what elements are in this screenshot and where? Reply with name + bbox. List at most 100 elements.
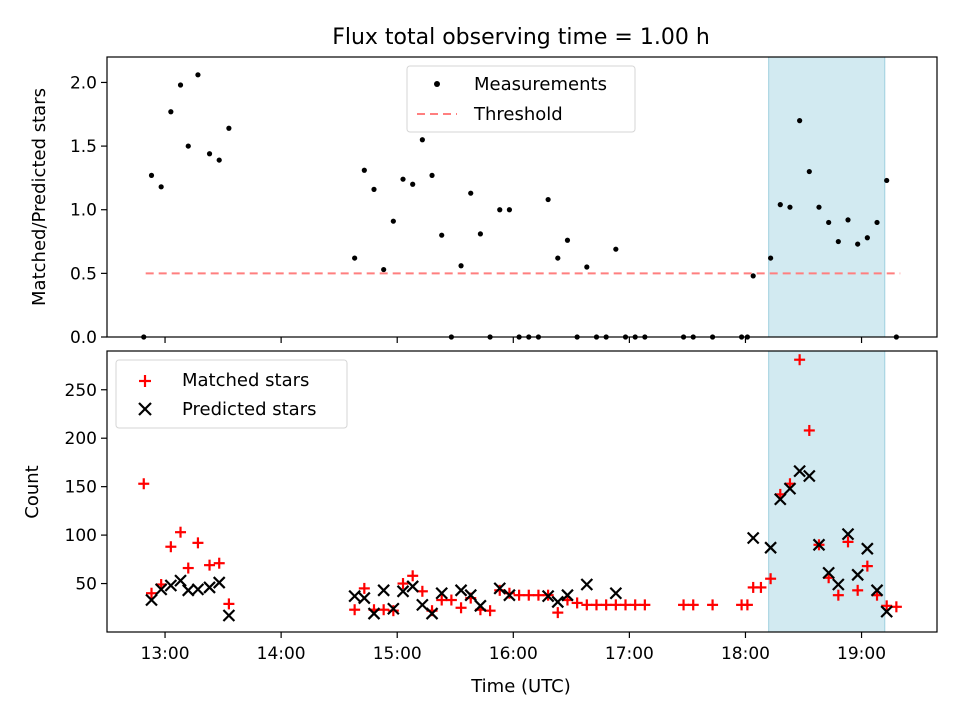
predicted-stars-point [191, 583, 205, 596]
top-legend-box [406, 65, 636, 133]
matched-stars-point [445, 594, 457, 606]
measurement-point [226, 125, 232, 131]
matched-stars-legend-label: Matched stars [182, 370, 309, 391]
matched-stars-point [620, 599, 632, 611]
measurement-point [826, 219, 832, 226]
predicted-stars-point [880, 605, 893, 618]
predicted-stars-point [561, 588, 574, 602]
predicted-stars-point [832, 578, 845, 591]
matched-stars-point [182, 562, 194, 574]
predicted-stars-point [387, 602, 400, 616]
measurement-point [477, 231, 484, 237]
predicted-stars-point [145, 593, 158, 607]
measurements-legend-label: Measurements [474, 74, 607, 95]
matched-stars-point [513, 589, 525, 601]
predicted-stars-point [154, 583, 168, 596]
measurement-point [797, 118, 803, 124]
measurement-point [410, 181, 416, 187]
predicted-stars-point [493, 582, 507, 595]
predicted-stars-point [861, 542, 874, 555]
top-axes-frame [106, 56, 938, 338]
predicted-stars-point [203, 581, 216, 594]
predicted-stars-point [454, 584, 468, 597]
matched-stars-point [842, 536, 854, 548]
matched-stars-point [455, 602, 467, 614]
bottom-panel: 13:00 14:00 15:00 16:00 17:00 18:00 19:00 50 10… [22, 350, 938, 697]
predicted-stars-point [222, 609, 236, 622]
predicted-stars-point [464, 588, 478, 602]
matched-stars-points [138, 354, 902, 619]
predicted-stars-point [541, 589, 555, 603]
predicted-stars-legend-marker [138, 402, 152, 416]
measurement-point [864, 235, 870, 241]
measurement-point [439, 232, 445, 238]
measurement-point [777, 202, 783, 208]
matched-stars-point [687, 599, 699, 611]
matched-stars-point [532, 589, 544, 601]
predicted-stars-point [746, 531, 760, 545]
measurement-point [468, 190, 474, 196]
matched-stars-point [600, 599, 612, 611]
top-x-ticks [164, 337, 863, 343]
predicted-stars-point [377, 584, 390, 597]
predicted-stars-point [164, 579, 178, 592]
measurement-point [361, 167, 367, 173]
matched-stars-point [387, 605, 399, 617]
matched-stars-point [349, 604, 361, 616]
predicted-stars-point [425, 607, 439, 620]
matched-stars-point [407, 570, 419, 582]
matched-stars-point [590, 599, 602, 611]
bottom-legend: Matched stars Predicted stars [115, 359, 348, 429]
measurement-point [195, 72, 201, 78]
matched-stars-legend-marker [139, 375, 151, 387]
measurement-point [371, 186, 377, 192]
matched-stars-point [803, 424, 815, 436]
predicted-stars-point [870, 584, 884, 597]
measurement-point [381, 266, 387, 273]
matched-stars-point [138, 478, 150, 490]
x-tick-label: 14:00 [257, 644, 306, 664]
predicted-stars-point [358, 591, 371, 605]
top-legend: Measurements Threshold [406, 65, 636, 133]
predicted-stars-point [348, 589, 361, 603]
measurement-point [158, 184, 164, 190]
top-panel: 0.00.51.01.52.0 Matched/Predicted stars … [29, 56, 938, 348]
bottom-y-ticks: 50 100 150 200 250 [65, 381, 107, 595]
x-tick-label: 13:00 [141, 644, 190, 664]
predicted-stars-point [812, 538, 826, 552]
x-tick-label: 16:00 [489, 644, 538, 664]
predicted-stars-point [783, 482, 797, 495]
bottom-y-tick-label: 200 [65, 429, 97, 449]
bottom-axes-frame [106, 350, 938, 633]
matched-stars-point [145, 587, 157, 599]
x-axis-label: Time (UTC) [470, 676, 571, 697]
predicted-stars-point [406, 580, 419, 593]
predicted-stars-point [774, 492, 787, 506]
top-y-tick-label: 1.0 [70, 201, 97, 221]
matched-stars-point [707, 599, 719, 611]
matched-stars-point [755, 581, 767, 593]
top-y-tick-label: 0.0 [70, 328, 97, 348]
predicted-stars-point [396, 585, 410, 598]
top-y-tick-label: 2.0 [70, 73, 97, 93]
chart-title: Flux total observing time = 1.00 h [332, 25, 710, 50]
predicted-stars-point [803, 469, 816, 483]
matched-stars-point [639, 599, 651, 611]
x-tick-label: 15:00 [373, 644, 422, 664]
matched-stars-point [678, 599, 690, 611]
matched-stars-point [794, 354, 806, 366]
measurement-point [845, 217, 851, 223]
matched-stars-point [397, 578, 409, 590]
measurement-point [584, 264, 590, 270]
x-tick-label: 19:00 [837, 644, 886, 664]
threshold-legend-label: Threshold [473, 104, 563, 125]
matched-stars-point [192, 537, 204, 549]
bottom-x-ticks: 13:00 14:00 15:00 16:00 17:00 18:00 19:00 [141, 632, 886, 664]
top-y-ticks: 0.0 0.5 1.0 1.5 2.0 [70, 73, 107, 348]
measurement-point [206, 151, 213, 157]
matched-stars-point [175, 526, 187, 538]
measurement-point [419, 137, 425, 143]
predicted-stars-point [367, 607, 381, 620]
matched-stars-point [881, 600, 893, 612]
measurement-point [352, 255, 358, 261]
